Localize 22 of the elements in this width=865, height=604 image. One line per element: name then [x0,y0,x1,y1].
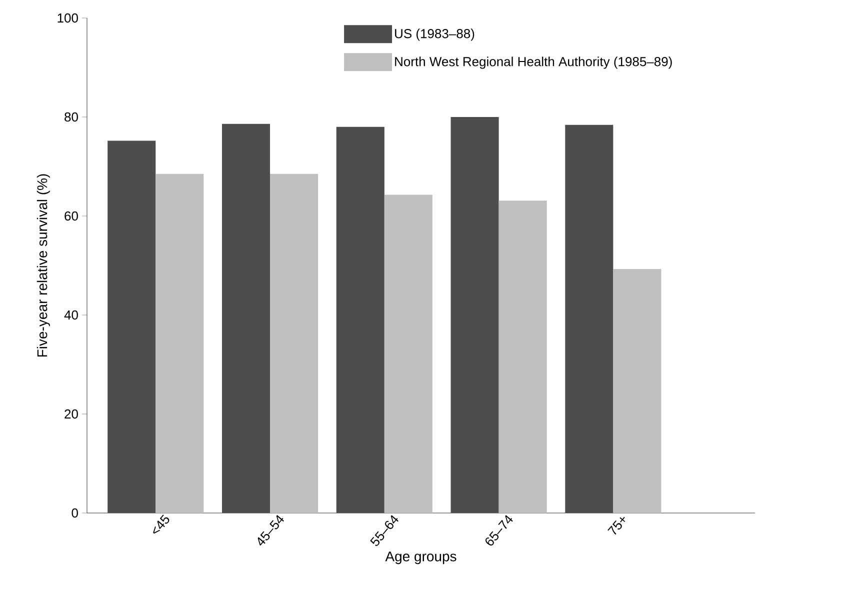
x-tick-label: 75+ [608,516,626,535]
legend-label: US (1983–88) [395,28,474,41]
y-tick-label: 20 [64,409,78,419]
y-tick-label: 80 [64,112,78,122]
bar [222,124,270,513]
y-tick-label: 100 [58,13,78,23]
y-tick-label: 40 [64,310,78,320]
bar [270,174,318,513]
bar [336,126,384,513]
x-tick-label: <45 [153,514,170,534]
x-axis-title: Age groups [385,552,456,564]
y-axis-title: Five-year relative survival (%) [36,174,50,357]
y-tick-label: 0 [72,508,78,518]
bar [613,268,662,513]
bar [498,200,547,513]
bar [565,124,614,513]
bar [108,140,156,513]
bar [384,194,432,513]
legend-label: North West Regional Health Authority (1985–89) [395,56,672,69]
bar [450,116,499,513]
y-tick-label: 60 [64,211,78,221]
bar [156,174,204,513]
